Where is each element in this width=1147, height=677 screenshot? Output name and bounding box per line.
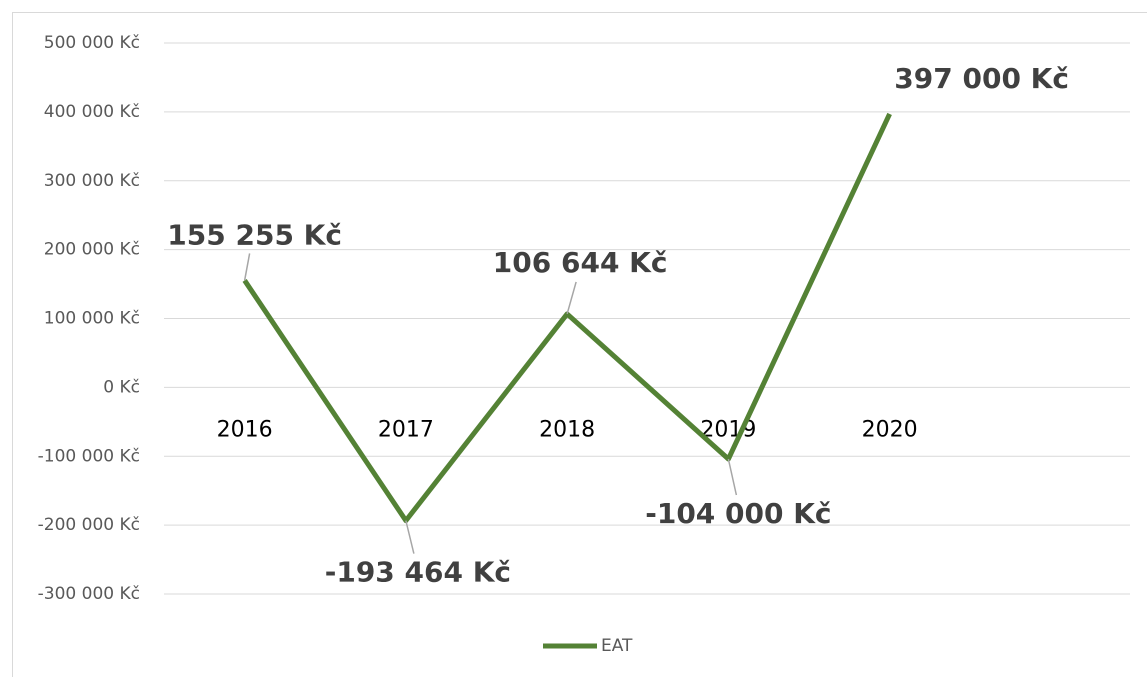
leader-line (566, 281, 577, 315)
data-label: 155 255 Kč (167, 218, 342, 251)
x-tick-label: 2018 (539, 417, 595, 442)
y-tick-label: 300 000 Kč (44, 171, 140, 191)
x-tick-label: 2016 (217, 417, 273, 442)
y-tick-label: -100 000 Kč (38, 446, 140, 466)
y-tick-label: 200 000 Kč (44, 240, 140, 260)
y-tick-label: 400 000 Kč (44, 102, 140, 122)
data-label: -104 000 Kč (645, 497, 831, 530)
line-series (242, 112, 892, 524)
leader-line (243, 253, 251, 281)
y-tick-label: 500 000 Kč (44, 33, 140, 53)
y-tick-label: 100 000 Kč (44, 309, 140, 329)
leader-line (727, 458, 738, 496)
x-tick-label: 2020 (862, 417, 918, 442)
legend-label: EAT (601, 636, 633, 656)
y-tick-label: 0 Kč (103, 377, 140, 397)
data-label: 397 000 Kč (894, 62, 1069, 95)
data-label: 106 644 Kč (493, 246, 668, 279)
y-tick-label: -200 000 Kč (38, 515, 140, 535)
chart-frame (12, 12, 1147, 677)
y-tick-label: -300 000 Kč (38, 584, 140, 604)
leader-line (405, 520, 415, 554)
x-tick-label: 2017 (378, 417, 434, 442)
data-label: -193 464 Kč (325, 556, 511, 589)
